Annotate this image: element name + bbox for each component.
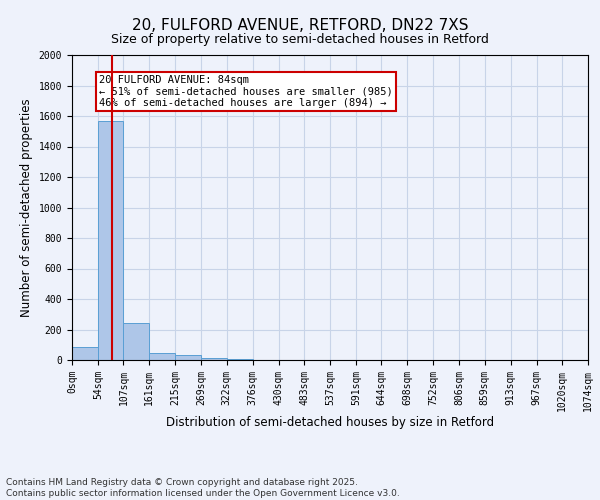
Text: Size of property relative to semi-detached houses in Retford: Size of property relative to semi-detach… [111,32,489,46]
Y-axis label: Number of semi-detached properties: Number of semi-detached properties [20,98,33,317]
Bar [175,356,201,360]
Bar [72,347,98,360]
Text: 20, FULFORD AVENUE, RETFORD, DN22 7XS: 20, FULFORD AVENUE, RETFORD, DN22 7XS [132,18,468,32]
Bar [98,122,124,360]
Text: 20 FULFORD AVENUE: 84sqm
← 51% of semi-detached houses are smaller (985)
46% of : 20 FULFORD AVENUE: 84sqm ← 51% of semi-d… [100,75,393,108]
Bar [227,359,253,360]
Bar [149,353,175,360]
Bar [201,358,227,360]
Text: Contains HM Land Registry data © Crown copyright and database right 2025.
Contai: Contains HM Land Registry data © Crown c… [6,478,400,498]
Bar [124,324,149,360]
X-axis label: Distribution of semi-detached houses by size in Retford: Distribution of semi-detached houses by … [166,416,494,430]
